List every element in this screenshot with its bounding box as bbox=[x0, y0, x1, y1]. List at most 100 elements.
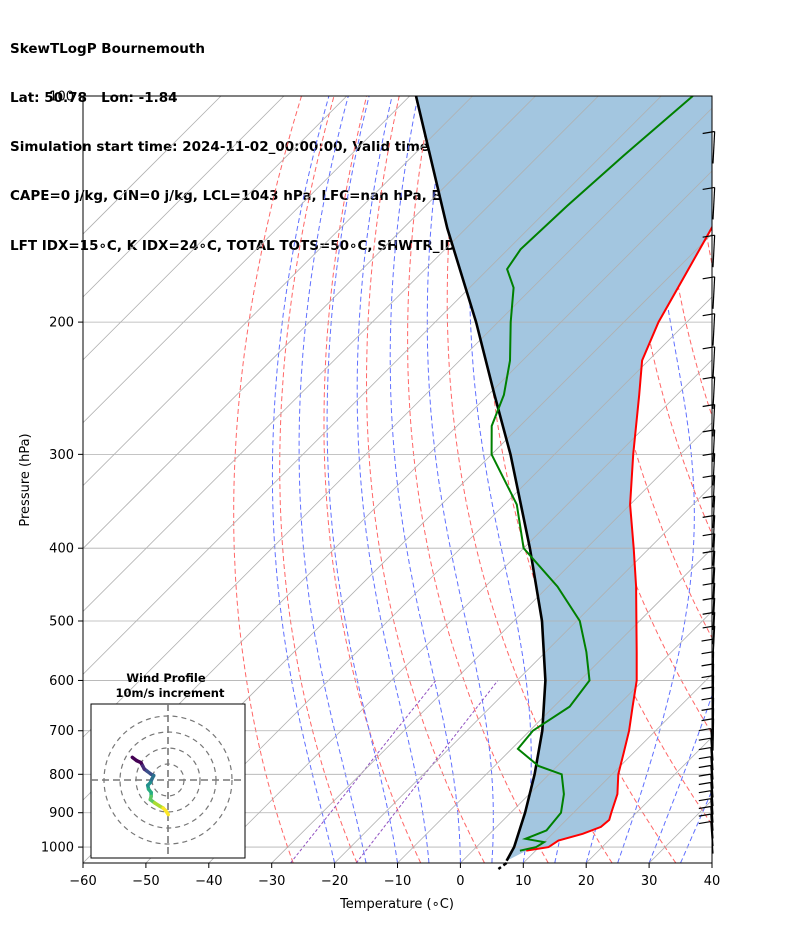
isotherm-line bbox=[83, 96, 222, 235]
barb-staff bbox=[712, 533, 716, 566]
x-tick-label: −20 bbox=[321, 874, 348, 889]
y-tick-label: 900 bbox=[49, 806, 74, 821]
x-tick-label: −60 bbox=[69, 874, 96, 889]
barb-flag bbox=[698, 756, 711, 760]
x-tick-label: 30 bbox=[641, 874, 658, 889]
barb-staff bbox=[712, 515, 716, 548]
isotherm-line bbox=[397, 547, 712, 863]
hodograph-subtitle: 10m/s increment bbox=[116, 686, 225, 700]
cape-shading bbox=[416, 96, 712, 861]
moist-adiabat bbox=[680, 789, 712, 863]
isotherm-line bbox=[83, 96, 599, 612]
barb-flag bbox=[698, 798, 711, 802]
wind-barb bbox=[702, 495, 716, 529]
y-tick-label: 300 bbox=[49, 448, 74, 463]
wind-barb bbox=[702, 566, 716, 600]
x-tick-label: −30 bbox=[258, 874, 285, 889]
barb-flag bbox=[702, 234, 715, 238]
parcel-extension bbox=[497, 862, 508, 870]
moist-adiabat bbox=[271, 96, 336, 863]
barb-staff bbox=[712, 187, 716, 220]
wind-barb bbox=[702, 130, 716, 164]
isotherm-line bbox=[83, 96, 285, 298]
barb-flag bbox=[702, 533, 715, 537]
y-tick-label: 400 bbox=[49, 542, 74, 557]
x-tick-label: −40 bbox=[195, 874, 222, 889]
barb-staff bbox=[712, 131, 716, 164]
y-tick-label: 100 bbox=[49, 90, 74, 105]
barb-flag bbox=[702, 495, 715, 499]
isotherm-line bbox=[460, 610, 712, 863]
parcel-profile-line bbox=[414, 96, 547, 862]
chart-axes: −60 −50 −40 −30 −20 −10 0 10 20 30 40 100 200 300 400 5… bbox=[41, 90, 720, 890]
y-tick-label: 1000 bbox=[41, 841, 74, 856]
isotherm-line bbox=[208, 359, 712, 863]
wind-barb bbox=[702, 582, 716, 616]
barb-flag bbox=[698, 790, 711, 794]
location-line: Lat: 50.78 Lon: -1.84 bbox=[10, 90, 178, 107]
cin-shaded-area bbox=[416, 96, 712, 861]
isotherm-line bbox=[83, 96, 662, 675]
mixing-ratio-line bbox=[290, 680, 437, 863]
barb-staff bbox=[712, 404, 716, 437]
wind-barb bbox=[702, 186, 716, 220]
dry-adiabat bbox=[279, 96, 358, 863]
barb-staff bbox=[712, 276, 716, 309]
dry-adiabat bbox=[233, 96, 302, 863]
dry-adiabat bbox=[323, 96, 422, 863]
x-tick-label: 10 bbox=[515, 874, 532, 889]
barb-staff bbox=[712, 550, 716, 584]
y-tick-label: 500 bbox=[49, 614, 74, 629]
moist-adiabat bbox=[711, 861, 712, 863]
barb-staff bbox=[712, 429, 716, 462]
barb-flag bbox=[702, 514, 715, 518]
wind-barb bbox=[702, 234, 716, 268]
hodograph-segment bbox=[163, 808, 171, 817]
isotherm-line bbox=[83, 107, 712, 738]
barb-staff bbox=[712, 625, 716, 658]
barb-flag bbox=[702, 313, 715, 317]
isotherm-line bbox=[334, 485, 712, 863]
isotherm-line bbox=[83, 96, 473, 487]
barb-flag bbox=[702, 566, 715, 571]
barb-flag bbox=[698, 820, 711, 825]
barb-staff bbox=[712, 346, 716, 379]
wind-barb bbox=[698, 820, 714, 854]
x-tick-label: −50 bbox=[132, 874, 159, 889]
barb-flag bbox=[702, 452, 715, 457]
barb-flag bbox=[702, 474, 715, 479]
x-tick-label: 0 bbox=[456, 874, 464, 889]
dewpoint-line bbox=[490, 96, 694, 852]
barb-staff bbox=[712, 597, 716, 631]
x-tick-label: −10 bbox=[384, 874, 411, 889]
isotherm-line bbox=[523, 673, 712, 863]
barb-flag bbox=[702, 130, 715, 135]
hodograph-title: Wind Profile bbox=[126, 671, 206, 685]
y-tick-label: 700 bbox=[49, 724, 74, 739]
moist-adiabat bbox=[617, 96, 695, 863]
barb-staff bbox=[712, 567, 716, 600]
barb-staff bbox=[712, 612, 716, 645]
y-tick-label: 200 bbox=[49, 316, 74, 331]
y-tick-label: 600 bbox=[49, 674, 74, 689]
x-axis-label: Temperature (∘C) bbox=[339, 897, 454, 912]
wind-barb bbox=[702, 346, 716, 379]
barb-flag bbox=[698, 764, 711, 769]
y-tick-label: 800 bbox=[49, 768, 74, 783]
temperature-line bbox=[526, 225, 712, 852]
barb-staff bbox=[712, 313, 716, 346]
dry-adiabat bbox=[758, 96, 794, 863]
chart-title: SkewTLogP Bournemouth bbox=[10, 40, 205, 57]
wind-barb bbox=[702, 313, 716, 346]
barb-flag bbox=[702, 550, 715, 554]
y-axis-label: Pressure (hPa) bbox=[18, 433, 33, 526]
wind-barb bbox=[702, 550, 716, 584]
barb-flag bbox=[698, 813, 711, 817]
wind-barb bbox=[702, 514, 716, 548]
isotherm-line bbox=[83, 96, 348, 361]
dry-adiabat bbox=[446, 96, 613, 863]
barb-flag bbox=[698, 727, 711, 732]
barb-staff bbox=[712, 376, 716, 409]
isotherm-line bbox=[83, 96, 410, 424]
barb-staff bbox=[712, 583, 716, 616]
